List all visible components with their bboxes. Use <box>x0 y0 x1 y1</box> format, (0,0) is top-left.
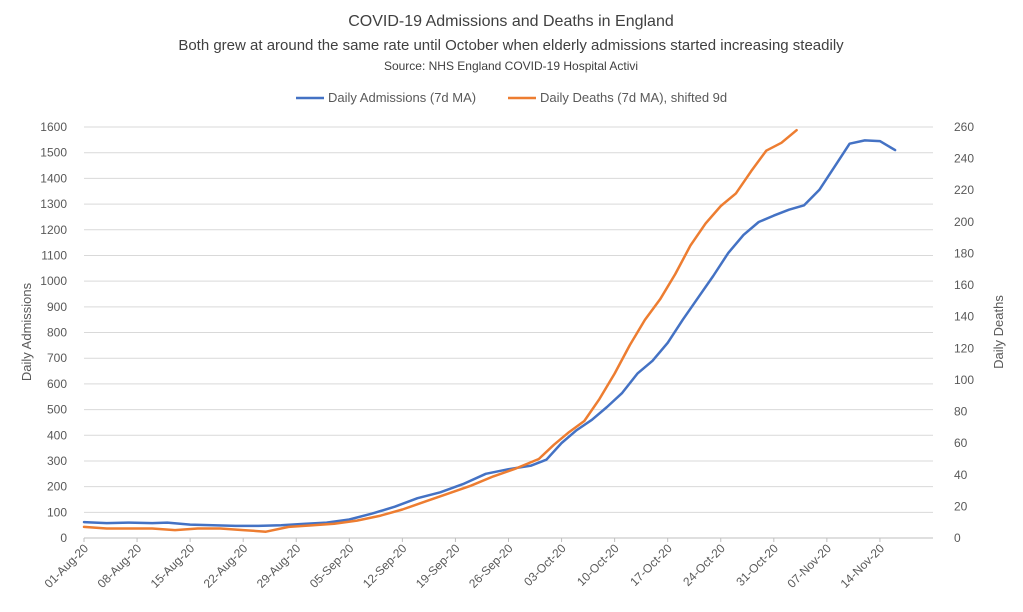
x-tick-label: 24-Oct-20 <box>680 541 728 589</box>
right-tick-label: 140 <box>954 310 974 324</box>
right-tick-label: 160 <box>954 278 974 292</box>
right-axis-title: Daily Deaths <box>991 295 1006 369</box>
left-axis-ticks: 0 100 200 300 400 500 600 700 800 900 1000 1100 1200… <box>40 120 67 545</box>
left-tick-label: 1600 <box>40 120 67 134</box>
right-tick-label: 120 <box>954 341 974 355</box>
right-tick-label: 40 <box>954 468 968 482</box>
right-tick-label: 200 <box>954 215 974 229</box>
series-line-1 <box>82 128 798 533</box>
left-tick-label: 200 <box>47 480 67 494</box>
left-tick-label: 300 <box>47 454 67 468</box>
x-tick-label: 03-Oct-20 <box>521 541 569 589</box>
x-tick-label: 17-Oct-20 <box>627 541 675 589</box>
left-tick-label: 0 <box>60 531 67 545</box>
left-tick-label: 900 <box>47 300 67 314</box>
left-tick-label: 500 <box>47 403 67 417</box>
right-axis-ticks: 0 20 40 60 80 100 120 140 160 180 200 220 240 260 <box>954 120 974 545</box>
left-tick-label: 1500 <box>40 146 67 160</box>
series-line-0 <box>82 139 897 528</box>
x-tick-label: 19-Sep-20 <box>413 541 463 591</box>
left-tick-label: 1000 <box>40 274 67 288</box>
left-tick-label: 400 <box>47 428 67 442</box>
left-tick-label: 1100 <box>41 248 67 262</box>
x-tick-label: 15-Aug-20 <box>148 541 198 591</box>
x-tick-label: 01-Aug-20 <box>42 541 92 591</box>
right-tick-label: 20 <box>954 499 968 513</box>
x-tick-label: 22-Aug-20 <box>201 541 251 591</box>
left-tick-label: 100 <box>47 505 67 519</box>
right-tick-label: 180 <box>954 246 974 260</box>
right-tick-label: 240 <box>954 152 974 166</box>
series-lines <box>82 128 897 533</box>
left-tick-label: 1300 <box>40 197 67 211</box>
legend-label-1: Daily Deaths (7d MA), shifted 9d <box>540 90 727 105</box>
chart-source: Source: NHS England COVID-19 Hospital Ac… <box>384 59 638 73</box>
x-tick-label: 10-Oct-20 <box>574 541 622 589</box>
legend-label-0: Daily Admissions (7d MA) <box>328 90 476 105</box>
right-tick-label: 220 <box>954 183 974 197</box>
left-tick-label: 800 <box>47 326 67 340</box>
x-tick-label: 14-Nov-20 <box>838 541 888 591</box>
x-tick-label: 08-Aug-20 <box>95 541 145 591</box>
chart-title: COVID-19 Admissions and Deaths in Englan… <box>348 13 674 30</box>
x-tick-label: 31-Oct-20 <box>733 541 781 589</box>
right-tick-label: 80 <box>954 405 968 419</box>
x-axis-ticks: 01-Aug-20 08-Aug-20 15-Aug-20 22-Aug-20 29-A… <box>42 538 888 591</box>
gridlines <box>84 126 933 539</box>
chart-subtitle: Both grew at around the same rate until … <box>178 37 844 54</box>
left-tick-label: 1400 <box>40 171 67 185</box>
right-tick-label: 100 <box>954 373 974 387</box>
left-tick-label: 600 <box>47 377 67 391</box>
right-tick-label: 260 <box>954 120 974 134</box>
left-tick-label: 1200 <box>40 223 67 237</box>
x-tick-label: 05-Sep-20 <box>307 541 357 591</box>
x-tick-label: 26-Sep-20 <box>466 541 516 591</box>
right-tick-label: 0 <box>954 531 961 545</box>
x-tick-label: 29-Aug-20 <box>254 541 304 591</box>
right-tick-label: 60 <box>954 436 968 450</box>
left-axis-title: Daily Admissions <box>19 282 34 381</box>
left-tick-label: 700 <box>47 351 67 365</box>
x-tick-label: 07-Nov-20 <box>784 541 834 591</box>
legend: Daily Admissions (7d MA) Daily Deaths (7d… <box>296 90 727 105</box>
x-tick-label: 12-Sep-20 <box>360 541 410 591</box>
